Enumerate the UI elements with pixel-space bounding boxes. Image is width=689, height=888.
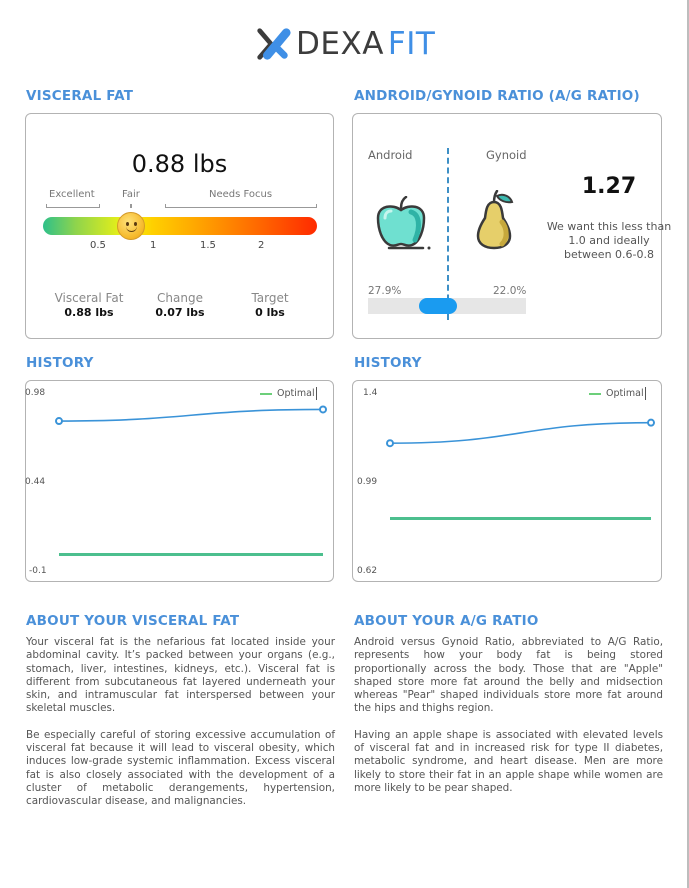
gauge-tick: 2 xyxy=(258,240,265,251)
pear-icon xyxy=(476,190,514,250)
ag-ratio-title: ANDROID/GYNOID RATIO (A/G RATIO) xyxy=(354,88,640,104)
history-data-point[interactable] xyxy=(647,418,655,427)
stat-label: Visceral Fat xyxy=(54,291,124,305)
y-tick-label: 0.44 xyxy=(25,477,46,487)
about-visceral-title: ABOUT YOUR VISCERAL FAT xyxy=(26,613,240,629)
history-data-point[interactable] xyxy=(319,405,327,414)
ag-balance-indicator xyxy=(419,298,457,314)
about-ag-paragraph: Having an apple shape is associated with… xyxy=(354,728,663,794)
stat-value: 0 lbs xyxy=(255,306,285,319)
history-series-line xyxy=(58,408,324,422)
visceral-history-chart: 0.98 0.44 -0.1 Optimal xyxy=(25,380,334,582)
dexafit-logo-icon xyxy=(257,28,291,60)
ag-history-title: HISTORY xyxy=(354,355,422,371)
ag-divider xyxy=(447,148,449,320)
stat-change: Change 0.07 lbs xyxy=(135,291,225,319)
zone-needs-focus: Needs Focus xyxy=(209,189,273,200)
history-data-point[interactable] xyxy=(55,417,63,426)
bracket-excellent xyxy=(46,204,100,208)
gauge-tick: 1 xyxy=(150,240,157,251)
y-tick-label: 0.99 xyxy=(357,477,378,487)
about-ag-text: Android versus Gynoid Ratio, abbreviated… xyxy=(354,636,663,795)
visceral-fat-value: 0.88 lbs xyxy=(131,150,228,178)
bracket-needs-focus xyxy=(165,204,317,208)
stat-visceral-fat: Visceral Fat 0.88 lbs xyxy=(44,291,134,319)
gynoid-percent: 22.0% xyxy=(493,285,527,297)
text-cursor xyxy=(644,387,646,400)
ag-ratio-value: 1.27 xyxy=(581,174,637,199)
about-ag-title: ABOUT YOUR A/G RATIO xyxy=(354,613,539,629)
visceral-gauge-bar xyxy=(43,217,317,235)
y-tick-label: 0.62 xyxy=(357,566,378,576)
zone-excellent: Excellent xyxy=(49,189,95,200)
y-tick-label: 1.4 xyxy=(363,388,378,398)
stat-value: 0.88 lbs xyxy=(64,306,114,319)
about-visceral-paragraph: Be especially careful of storing excessi… xyxy=(26,728,335,808)
y-tick-label: -0.1 xyxy=(29,566,47,576)
zone-fair: Fair xyxy=(122,189,140,200)
smiley-face-icon xyxy=(117,212,146,240)
apple-icon xyxy=(376,196,431,250)
stat-value: 0.07 lbs xyxy=(155,306,205,319)
android-percent: 27.9% xyxy=(368,285,402,297)
visceral-fat-card: 0.88 lbs Excellent Fair Needs Focus 0.5 … xyxy=(25,113,334,339)
chart-legend[interactable]: Optimal xyxy=(260,387,317,400)
brand-name-dexa: DEXA xyxy=(296,26,384,62)
brand-name-fit: FIT xyxy=(387,26,436,62)
gynoid-label: Gynoid xyxy=(486,148,527,162)
text-cursor xyxy=(315,387,317,400)
dexafit-logo: DEXA FIT xyxy=(254,24,435,64)
visceral-history-title: HISTORY xyxy=(26,355,94,371)
stat-target: Target 0 lbs xyxy=(225,291,315,319)
ag-ratio-card: Android Gynoid 1.27 We want this less th… xyxy=(352,113,671,339)
chart-legend[interactable]: Optimal xyxy=(589,387,646,400)
stat-label: Target xyxy=(251,291,289,305)
about-visceral-text: Your visceral fat is the nefarious fat l… xyxy=(26,636,335,809)
legend-label-optimal: Optimal xyxy=(277,388,315,399)
gauge-tick: 1.5 xyxy=(200,240,216,251)
about-ag-paragraph: Android versus Gynoid Ratio, abbreviated… xyxy=(354,636,663,715)
ag-history-chart: 1.4 0.99 0.62 Optimal xyxy=(352,380,662,582)
y-tick-label: 0.98 xyxy=(25,388,46,398)
history-series-line xyxy=(389,421,652,445)
history-data-point[interactable] xyxy=(386,439,394,448)
legend-swatch-optimal xyxy=(589,392,601,395)
visceral-history-plot xyxy=(55,405,327,557)
about-visceral-paragraph: Your visceral fat is the nefarious fat l… xyxy=(26,636,335,715)
gauge-tick: 0.5 xyxy=(90,240,106,251)
legend-label-optimal: Optimal xyxy=(606,388,644,399)
legend-swatch-optimal xyxy=(260,392,272,395)
bracket-fair xyxy=(130,204,132,208)
scrollbar[interactable] xyxy=(687,0,689,888)
ag-history-plot xyxy=(386,418,655,521)
android-label: Android xyxy=(368,148,413,162)
ag-ratio-note: We want this less than 1.0 and ideally b… xyxy=(546,220,672,261)
stat-label: Change xyxy=(157,291,203,305)
visceral-fat-title: VISCERAL FAT xyxy=(26,88,134,104)
